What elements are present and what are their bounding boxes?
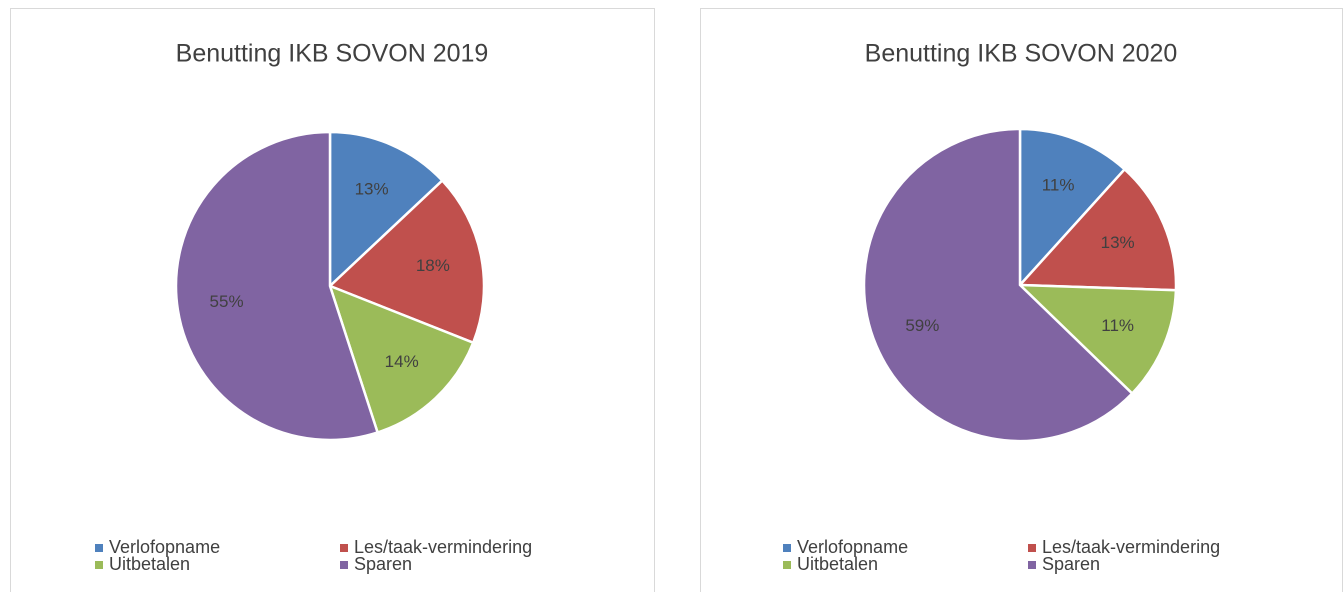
legend-marker [95, 561, 103, 569]
pie-slice [327, 178, 486, 345]
data-label: 18% [416, 256, 450, 275]
legend-label: Les/taak-vermindering [354, 537, 532, 557]
data-label: 14% [385, 352, 419, 371]
legend-marker [340, 561, 348, 569]
legend-label: Sparen [354, 554, 412, 574]
legend-label: Sparen [1042, 554, 1100, 574]
data-label: 55% [210, 292, 244, 311]
legend-marker [1028, 544, 1036, 552]
pie-slice [328, 130, 445, 289]
legend-label: Les/taak-vermindering [1042, 537, 1220, 557]
data-label: 11% [1042, 175, 1075, 194]
pie-slice [1016, 283, 1178, 396]
legend-marker [783, 544, 791, 552]
pie-slice [862, 127, 1134, 443]
legend-label: Verlofopname [109, 537, 220, 557]
legend-marker [95, 544, 103, 552]
pie-slice [174, 130, 380, 442]
legend-label: Verlofopname [797, 537, 908, 557]
legend-marker [783, 561, 791, 569]
legend-label: Uitbetalen [797, 554, 878, 574]
data-label: 59% [905, 316, 939, 335]
legend-label: Uitbetalen [109, 554, 190, 574]
pie-slice [1017, 167, 1178, 292]
pie-slice [1018, 127, 1127, 289]
data-label: 13% [1101, 233, 1135, 252]
legend-marker [1028, 561, 1036, 569]
chart-title: Benutting IKB SOVON 2019 [176, 40, 489, 68]
chart-title: Benutting IKB SOVON 2020 [865, 40, 1178, 68]
data-label: 13% [355, 179, 389, 198]
pie-chart: Benutting IKB SOVON 2019 13% 18% 14% 55% Verl… [10, 8, 655, 592]
data-label: 11% [1101, 316, 1134, 335]
legend-marker [340, 544, 348, 552]
pie-chart: Benutting IKB SOVON 2020 11% 13% 11% 59% Verl… [700, 8, 1343, 592]
